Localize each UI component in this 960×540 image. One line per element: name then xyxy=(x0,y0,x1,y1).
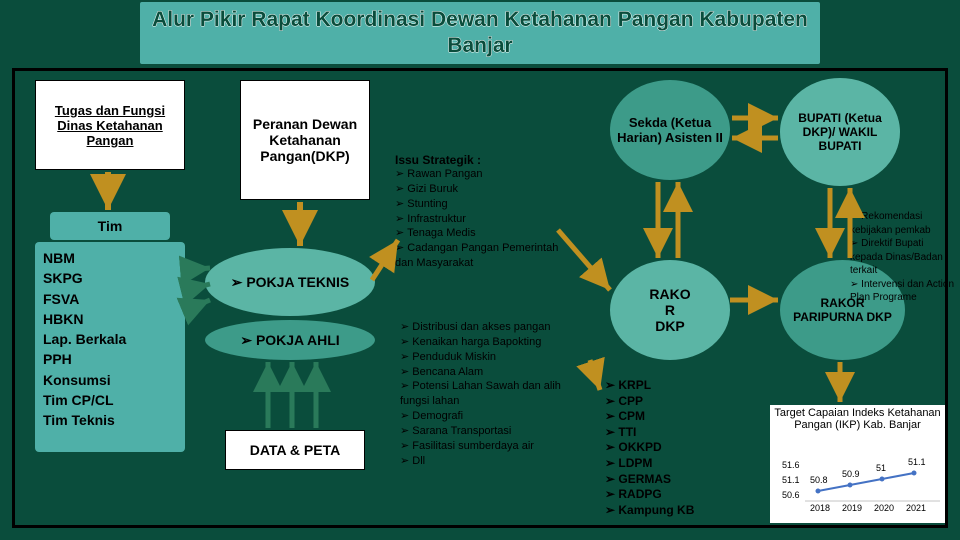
arrows xyxy=(0,0,960,540)
